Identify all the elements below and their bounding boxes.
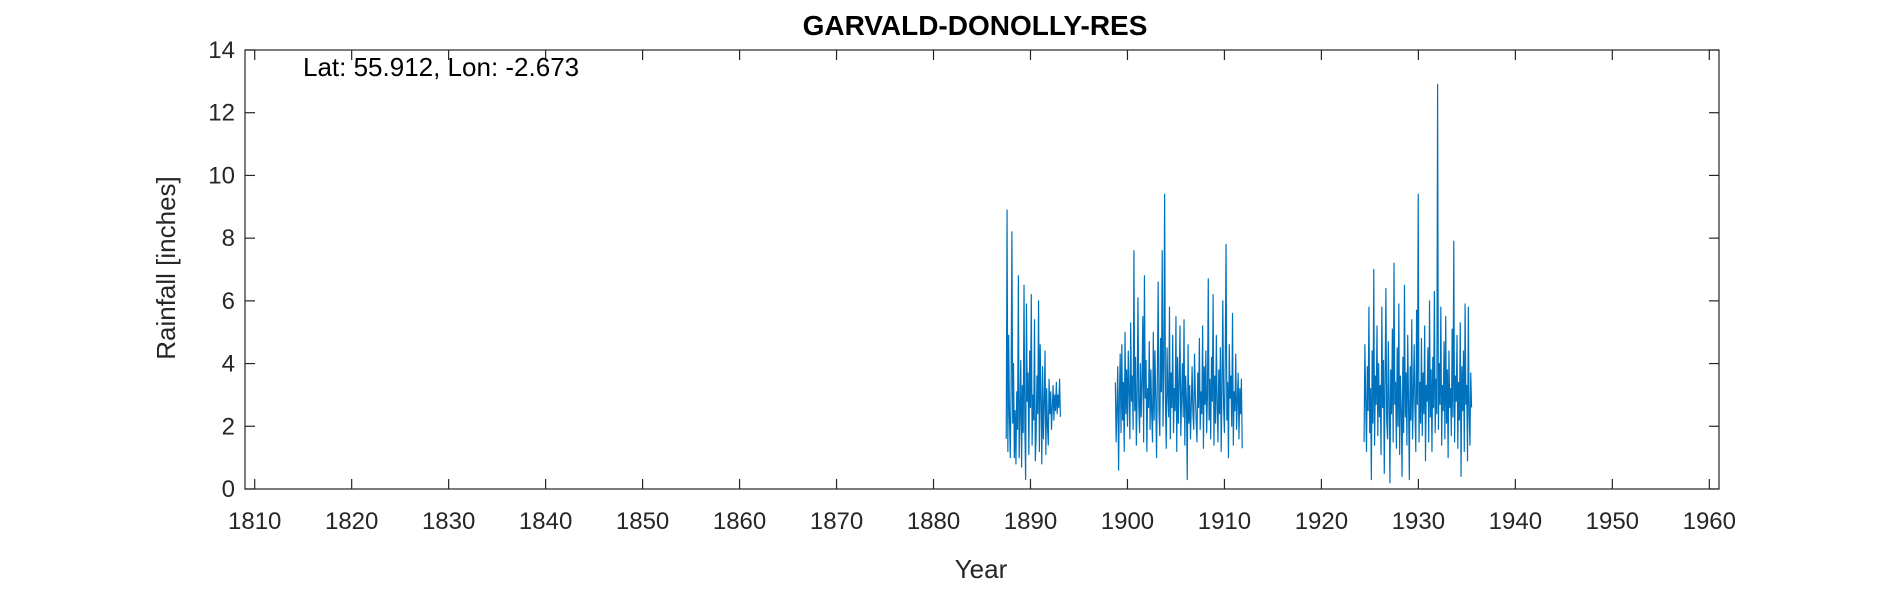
x-tick-label: 1810 <box>228 508 281 535</box>
rainfall-line-segment <box>1363 83 1473 484</box>
x-axis-label: Year <box>955 554 1008 584</box>
y-tick-label: 14 <box>208 37 235 64</box>
x-tick-label: 1820 <box>325 508 378 535</box>
x-tick-label: 1940 <box>1489 508 1542 535</box>
x-tick-label: 1860 <box>713 508 766 535</box>
y-tick-label: 12 <box>208 100 235 127</box>
plot-area <box>244 49 1720 490</box>
x-axis: 1810 1820 1830 1840 1850 1860 1870 1880 1890 1900… <box>228 50 1736 535</box>
x-tick-label: 1870 <box>810 508 863 535</box>
y-tick-label: 0 <box>222 476 235 503</box>
chart-title: GARVALD-DONOLLY-RES <box>803 10 1148 41</box>
rainfall-series <box>1005 83 1473 484</box>
x-tick-label: 1900 <box>1101 508 1154 535</box>
x-tick-label: 1950 <box>1586 508 1639 535</box>
y-tick-label: 4 <box>222 351 235 378</box>
x-tick-label: 1910 <box>1198 508 1251 535</box>
x-tick-label: 1850 <box>616 508 669 535</box>
rainfall-line-segment <box>1114 193 1243 481</box>
x-tick-label: 1920 <box>1295 508 1348 535</box>
x-tick-label: 1960 <box>1683 508 1736 535</box>
x-tick-label: 1930 <box>1392 508 1445 535</box>
y-tick-label: 2 <box>222 413 235 440</box>
location-annotation: Lat: 55.912, Lon: -2.673 <box>303 52 579 82</box>
y-axis: 0 2 4 6 8 10 12 14 <box>208 37 1719 503</box>
x-tick-label: 1890 <box>1004 508 1057 535</box>
y-tick-label: 6 <box>222 288 235 315</box>
rainfall-line-segment <box>1005 209 1061 481</box>
x-tick-label: 1830 <box>422 508 475 535</box>
y-tick-label: 10 <box>208 162 235 189</box>
x-tick-label: 1880 <box>907 508 960 535</box>
x-tick-label: 1840 <box>519 508 572 535</box>
y-axis-label: Rainfall [inches] <box>151 176 181 360</box>
y-tick-label: 8 <box>222 225 235 252</box>
